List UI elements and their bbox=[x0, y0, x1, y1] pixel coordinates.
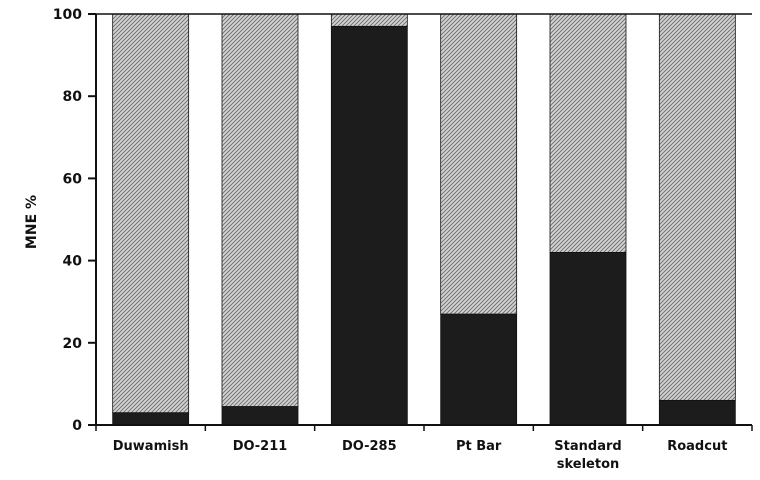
bar-segment-dark-1 bbox=[221, 406, 299, 426]
y-tick-label: 40 bbox=[63, 254, 83, 270]
bar-segment-dark-0 bbox=[112, 412, 190, 426]
x-tick-label: Duwamish bbox=[113, 439, 189, 454]
y-axis-label: MNE % bbox=[24, 195, 40, 249]
x-tick-label: DO-285 bbox=[342, 439, 397, 454]
bar-segment-dark-3 bbox=[440, 313, 518, 426]
x-tick-label: Roadcut bbox=[667, 439, 727, 454]
x-tick-label: DO-211 bbox=[233, 439, 288, 454]
x-tick-label: Standard bbox=[554, 439, 621, 454]
y-tick-label: 100 bbox=[53, 7, 82, 23]
bar-segment-hatched-2 bbox=[330, 13, 408, 27]
x-tick-label: skeleton bbox=[557, 457, 620, 472]
bar-segment-hatched-0 bbox=[112, 13, 190, 414]
bar-segment-hatched-5 bbox=[658, 13, 736, 401]
y-tick-label: 80 bbox=[63, 89, 83, 105]
plot-area: Duwamish DO-211 DO-285 Pt Bar Standard skelet… bbox=[53, 7, 753, 472]
bar-segment-dark-2 bbox=[330, 25, 408, 426]
bar-segment-dark-5 bbox=[658, 399, 736, 426]
bar-segment-hatched-4 bbox=[549, 13, 627, 253]
x-tick-label: Pt Bar bbox=[456, 439, 502, 454]
bar-segment-hatched-3 bbox=[440, 13, 518, 315]
y-tick-label: 60 bbox=[63, 171, 83, 187]
y-tick-label: 0 bbox=[72, 418, 82, 434]
bar-segment-hatched-1 bbox=[221, 13, 299, 407]
bar-segment-dark-4 bbox=[549, 251, 627, 426]
y-tick-label: 20 bbox=[63, 336, 83, 352]
